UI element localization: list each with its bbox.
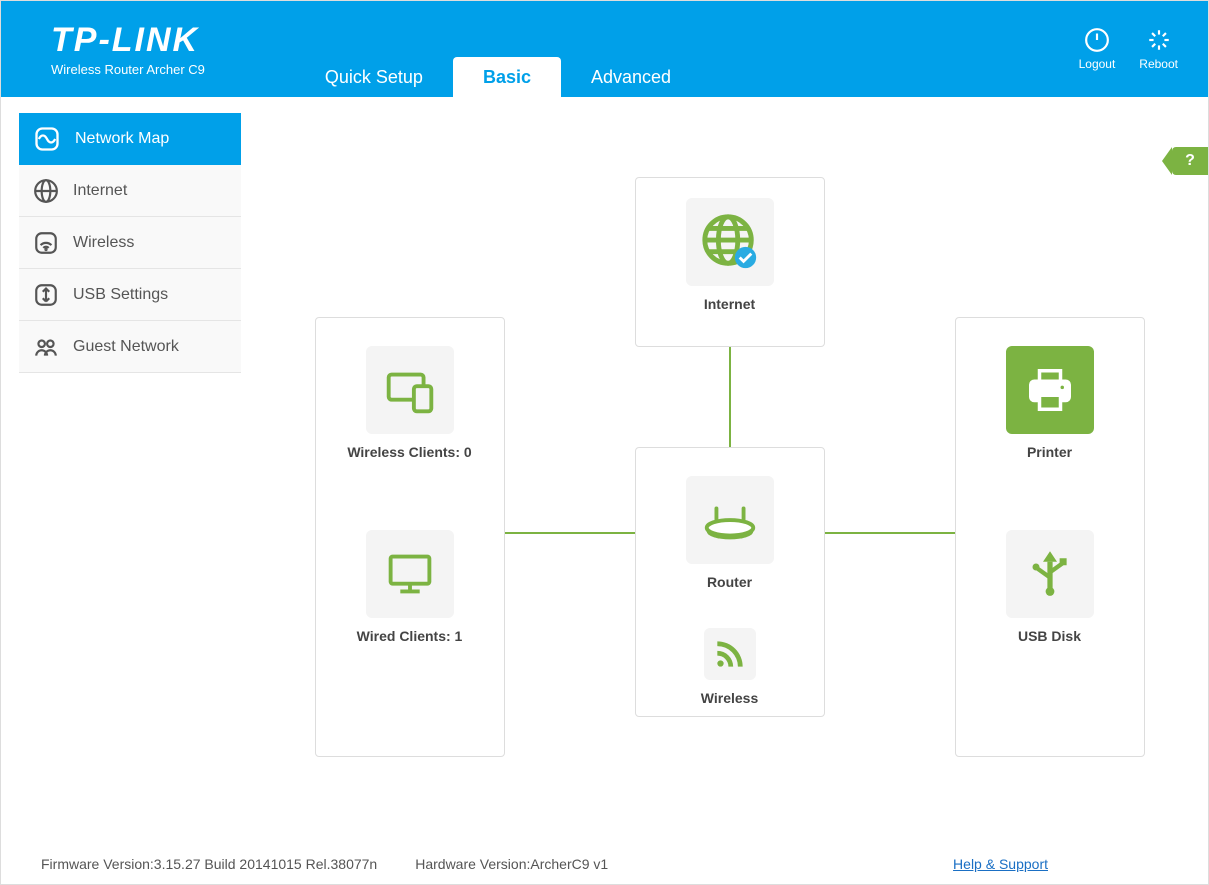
- sidebar-label: Network Map: [75, 130, 169, 148]
- hardware-version: Hardware Version:ArcherC9 v1: [415, 856, 608, 872]
- sidebar-label: Internet: [73, 182, 127, 200]
- brand-block: TP-LINK Wireless Router Archer C9: [51, 21, 205, 77]
- help-support-link[interactable]: Help & Support: [953, 856, 1048, 872]
- reboot-icon: [1146, 27, 1172, 53]
- node-internet[interactable]: Internet: [635, 177, 825, 347]
- body: Network Map Internet Wireless USB Settin…: [1, 97, 1208, 837]
- guests-icon: [33, 334, 59, 360]
- wired-clients-label: Wired Clients: 1: [316, 628, 504, 644]
- sidebar-label: USB Settings: [73, 286, 168, 304]
- tab-advanced[interactable]: Advanced: [561, 57, 701, 97]
- main-panel: ?: [241, 97, 1208, 837]
- sidebar-item-wireless[interactable]: Wireless: [19, 217, 241, 269]
- wireless-signal-icon: [704, 628, 756, 680]
- footer-bar: Firmware Version:3.15.27 Build 20141015 …: [1, 856, 1208, 872]
- globe-icon: [33, 178, 59, 204]
- wireless-clients-label: Wireless Clients: 0: [316, 444, 504, 460]
- wired-clients-icon: [366, 530, 454, 618]
- sidebar: Network Map Internet Wireless USB Settin…: [1, 97, 241, 837]
- usb-disk-label: USB Disk: [956, 628, 1144, 644]
- connector-internet-router: [729, 347, 731, 447]
- sidebar-item-guest-network[interactable]: Guest Network: [19, 321, 241, 373]
- printer-icon: [1006, 346, 1094, 434]
- connector-router-devices: [825, 532, 955, 534]
- node-usb-disk: USB Disk: [956, 530, 1144, 644]
- usb-disk-icon: [1006, 530, 1094, 618]
- node-wireless-clients: Wireless Clients: 0: [316, 346, 504, 460]
- usb-icon: [33, 282, 59, 308]
- wifi-icon: [33, 230, 59, 256]
- internet-label: Internet: [636, 296, 824, 312]
- node-devices-group[interactable]: Printer: [955, 317, 1145, 757]
- logout-button[interactable]: Logout: [1079, 27, 1116, 71]
- help-icon: ?: [1185, 152, 1195, 170]
- network-map-canvas: Internet Router: [285, 127, 1165, 787]
- node-wireless: Wireless: [636, 628, 824, 706]
- header-actions: Logout Reboot: [1079, 27, 1178, 71]
- node-printer: Printer: [956, 346, 1144, 460]
- reboot-button[interactable]: Reboot: [1139, 27, 1178, 71]
- sidebar-label: Wireless: [73, 234, 134, 252]
- brand-logo: TP-LINK: [51, 21, 205, 60]
- connector-router-clients: [505, 532, 635, 534]
- wireless-label: Wireless: [636, 690, 824, 706]
- tab-basic[interactable]: Basic: [453, 57, 561, 97]
- sidebar-label: Guest Network: [73, 338, 179, 356]
- app-root: TP-LINK Wireless Router Archer C9 Quick …: [0, 0, 1209, 885]
- router-icon: [686, 476, 774, 564]
- printer-label: Printer: [956, 444, 1144, 460]
- logout-label: Logout: [1079, 57, 1116, 71]
- node-wired-clients: Wired Clients: 1: [316, 530, 504, 644]
- network-map-icon: [33, 125, 61, 153]
- product-name: Wireless Router Archer C9: [51, 62, 205, 77]
- firmware-version: Firmware Version:3.15.27 Build 20141015 …: [41, 856, 377, 872]
- sidebar-item-usb-settings[interactable]: USB Settings: [19, 269, 241, 321]
- tab-quick-setup[interactable]: Quick Setup: [295, 57, 453, 97]
- help-button[interactable]: ?: [1172, 147, 1208, 175]
- header-bar: TP-LINK Wireless Router Archer C9 Quick …: [1, 1, 1208, 97]
- node-router-group[interactable]: Router Wireless: [635, 447, 825, 717]
- router-label: Router: [636, 574, 824, 590]
- wireless-clients-icon: [366, 346, 454, 434]
- sidebar-item-network-map[interactable]: Network Map: [19, 113, 241, 165]
- power-icon: [1084, 27, 1110, 53]
- main-tabs: Quick Setup Basic Advanced: [295, 1, 701, 97]
- reboot-label: Reboot: [1139, 57, 1178, 71]
- node-router: Router: [636, 476, 824, 590]
- internet-globe-icon: [686, 198, 774, 286]
- node-clients-group[interactable]: Wireless Clients: 0 Wired Clients: 1: [315, 317, 505, 757]
- sidebar-item-internet[interactable]: Internet: [19, 165, 241, 217]
